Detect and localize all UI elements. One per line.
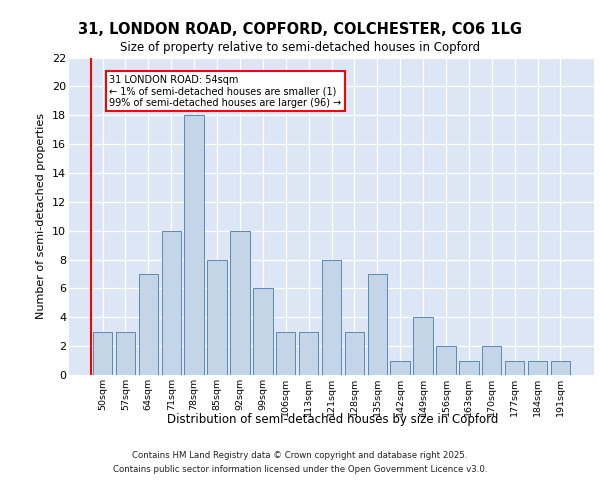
Bar xyxy=(528,360,547,375)
Bar xyxy=(322,260,341,375)
Bar xyxy=(276,332,295,375)
Text: Contains HM Land Registry data © Crown copyright and database right 2025.: Contains HM Land Registry data © Crown c… xyxy=(132,450,468,460)
Bar xyxy=(184,115,204,375)
Text: 31 LONDON ROAD: 54sqm
← 1% of semi-detached houses are smaller (1)
99% of semi-d: 31 LONDON ROAD: 54sqm ← 1% of semi-detac… xyxy=(109,75,342,108)
Bar xyxy=(551,360,570,375)
Text: Size of property relative to semi-detached houses in Copford: Size of property relative to semi-detach… xyxy=(120,41,480,54)
Y-axis label: Number of semi-detached properties: Number of semi-detached properties xyxy=(37,114,46,320)
Bar xyxy=(436,346,455,375)
Bar xyxy=(344,332,364,375)
Bar xyxy=(368,274,387,375)
Text: 31, LONDON ROAD, COPFORD, COLCHESTER, CO6 1LG: 31, LONDON ROAD, COPFORD, COLCHESTER, CO… xyxy=(78,22,522,38)
Text: Contains public sector information licensed under the Open Government Licence v3: Contains public sector information licen… xyxy=(113,466,487,474)
Bar xyxy=(299,332,319,375)
Bar xyxy=(413,318,433,375)
Bar xyxy=(459,360,479,375)
Bar xyxy=(253,288,272,375)
Bar xyxy=(116,332,135,375)
Text: Distribution of semi-detached houses by size in Copford: Distribution of semi-detached houses by … xyxy=(167,412,499,426)
Bar xyxy=(139,274,158,375)
Bar xyxy=(93,332,112,375)
Bar xyxy=(208,260,227,375)
Bar xyxy=(505,360,524,375)
Bar xyxy=(161,230,181,375)
Bar xyxy=(391,360,410,375)
Bar xyxy=(482,346,502,375)
Bar xyxy=(230,230,250,375)
